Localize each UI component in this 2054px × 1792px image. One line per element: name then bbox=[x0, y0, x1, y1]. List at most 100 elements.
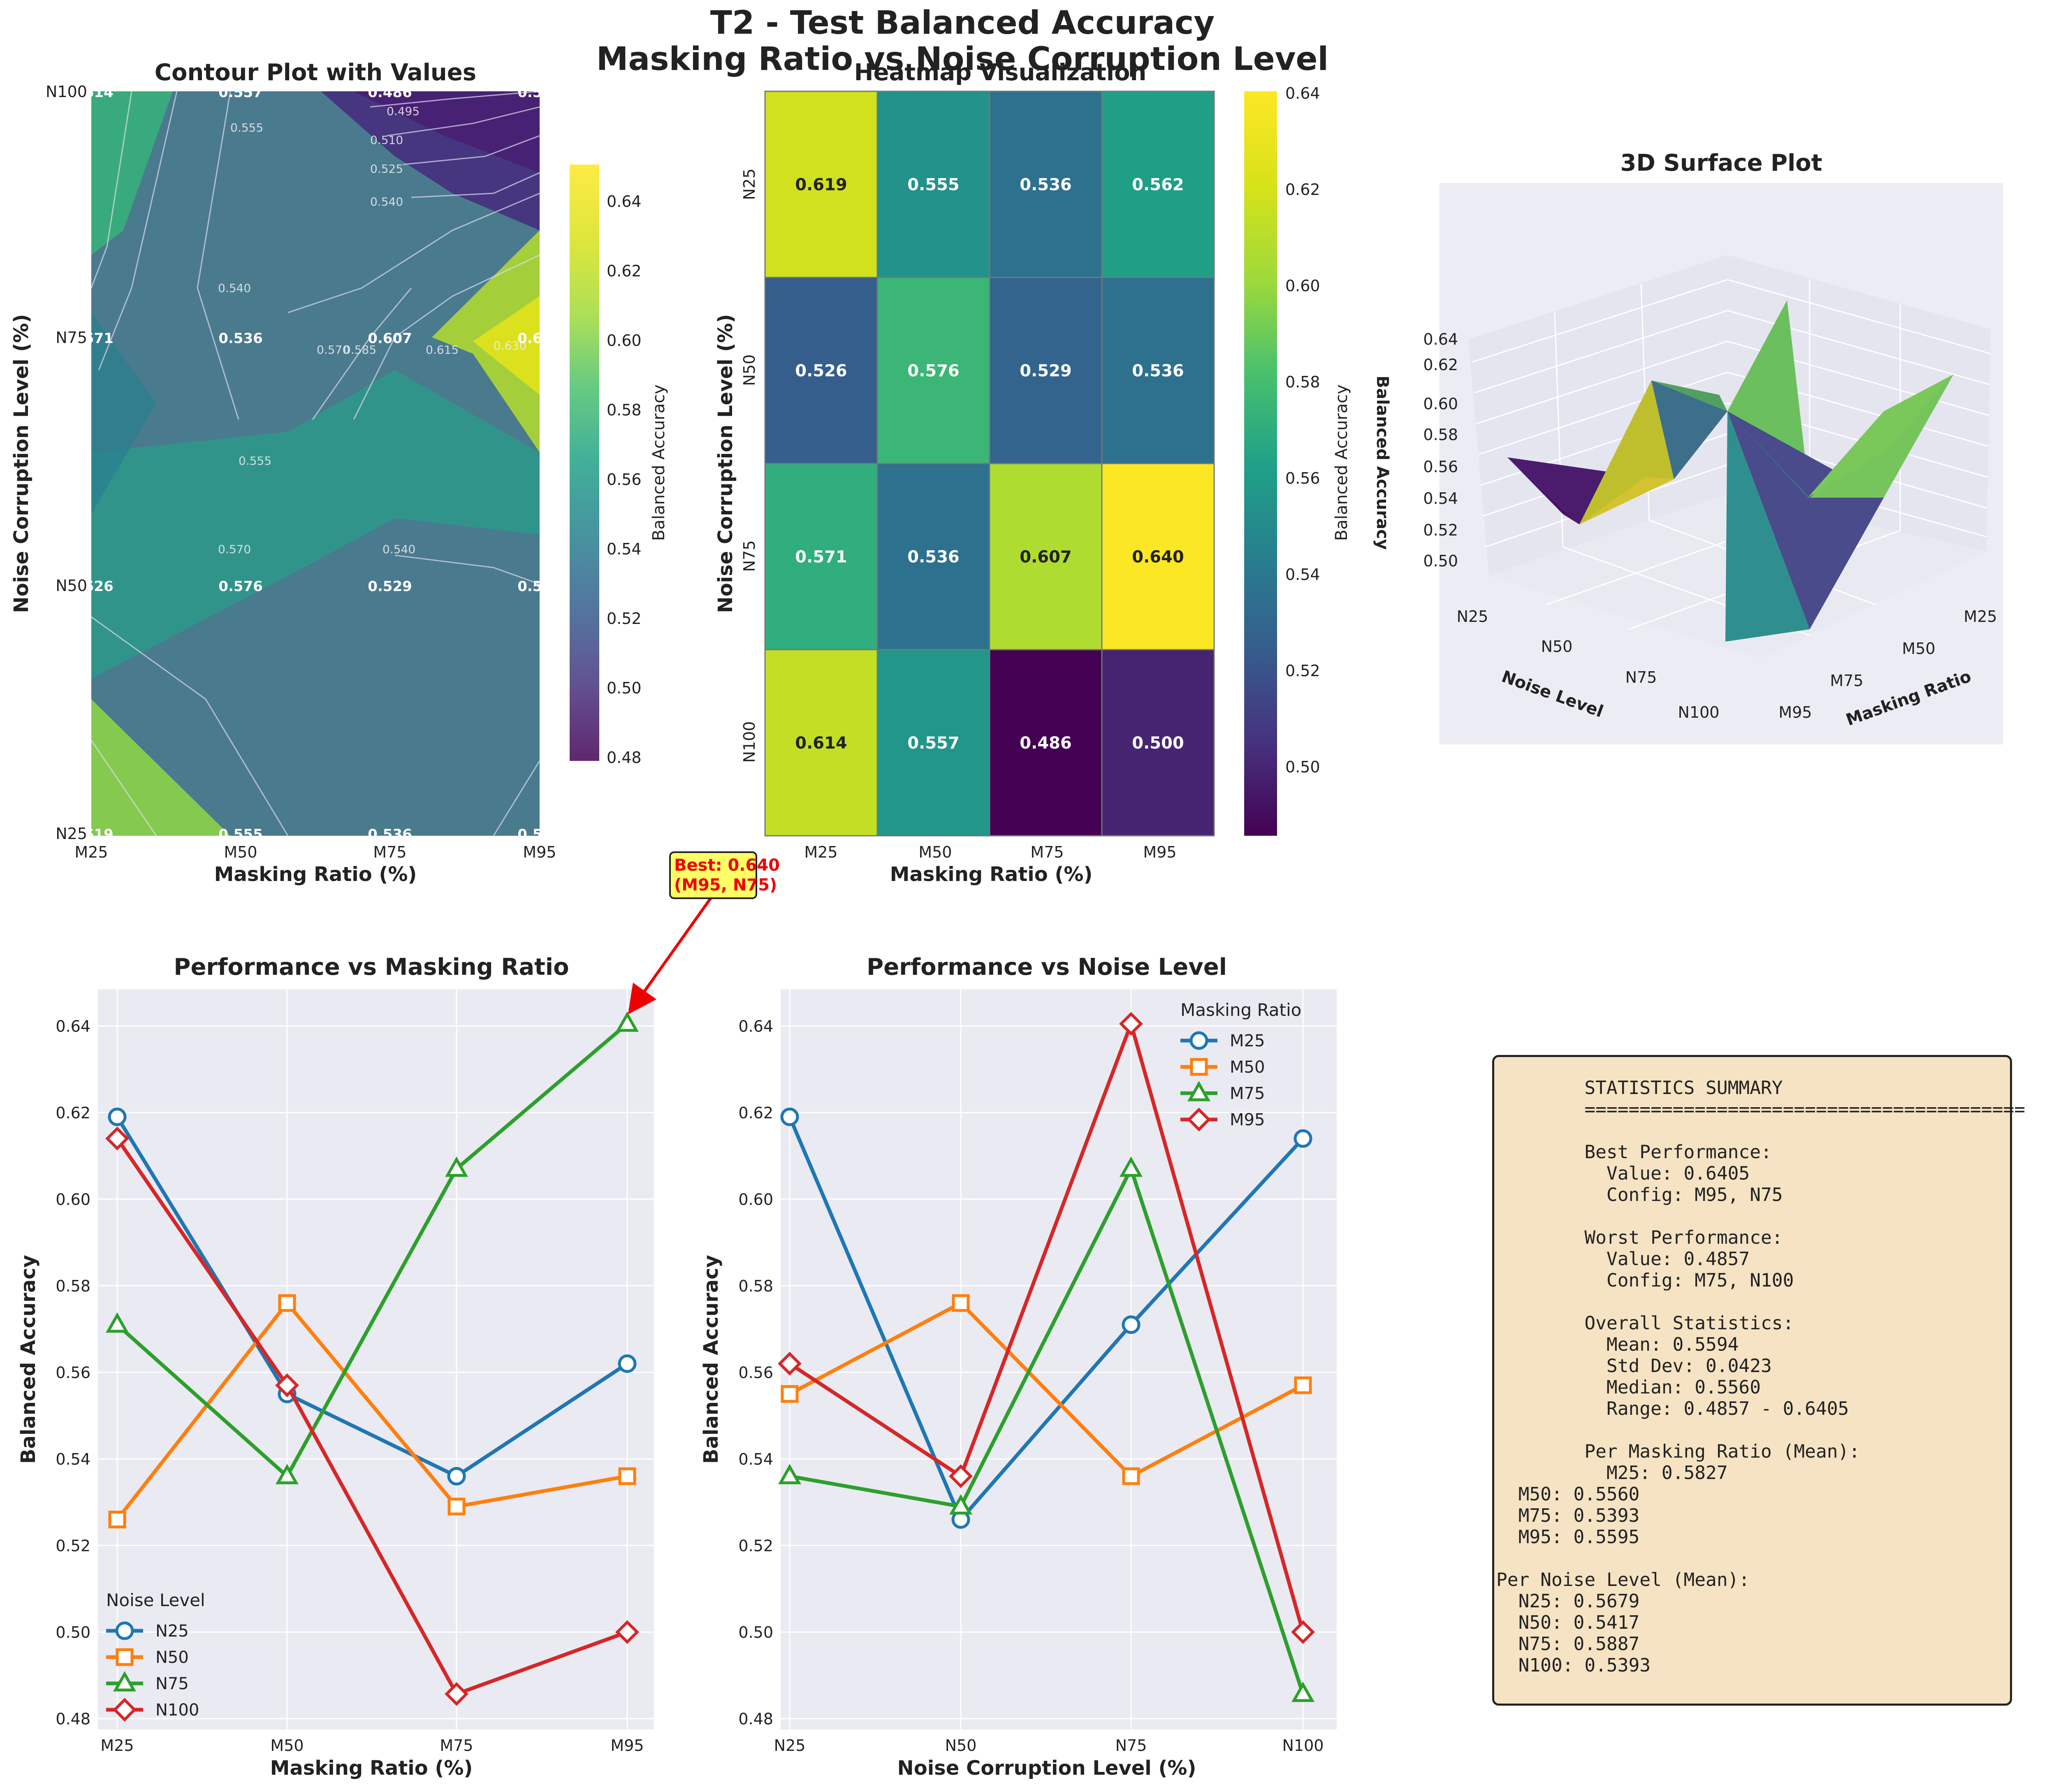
masking-y-label: Balanced Accuracy bbox=[17, 1255, 40, 1464]
y-tick-label: 0.52 bbox=[56, 1537, 90, 1555]
series-line bbox=[788, 1116, 1305, 1521]
colorbar-tick: 0.52 bbox=[607, 610, 642, 628]
noise-series bbox=[778, 1012, 1315, 1702]
z-tick-label: 0.62 bbox=[1423, 356, 1458, 374]
noise-y-ticks: 0.64 0.62 0.60 0.58 0.56 0.54 0.52 0.50 0.48 bbox=[738, 1017, 773, 1728]
contour-label: 0.525 bbox=[370, 162, 403, 176]
data-point-circle bbox=[1122, 1315, 1141, 1334]
legend-label: N75 bbox=[155, 1674, 189, 1693]
contour-band-high-2 bbox=[473, 296, 540, 395]
contour-label: 0.615 bbox=[426, 343, 459, 357]
y-tick-label: N100 bbox=[740, 721, 758, 763]
heatmap-cell-value: 0.536 bbox=[1020, 175, 1072, 194]
data-point-diamond bbox=[105, 1127, 129, 1151]
surface-face bbox=[1808, 374, 1954, 498]
colorbar-tick: 0.60 bbox=[1285, 277, 1320, 295]
legend-title: Masking Ratio bbox=[1180, 1000, 1301, 1020]
statistics-summary-box bbox=[1492, 1055, 2012, 1706]
heatmap-cell bbox=[989, 649, 1103, 837]
y-tick-label: 0.54 bbox=[738, 1450, 773, 1468]
data-point-circle bbox=[108, 1108, 127, 1127]
y-tick-label: 0.58 bbox=[738, 1277, 773, 1295]
y-tick-label: 0.60 bbox=[56, 1191, 90, 1209]
heatmap-cells: 0.619 0.555 0.536 0.562 0.526 0.576 0.529 0.536… bbox=[764, 90, 1215, 837]
x-tick-label: M95 bbox=[523, 843, 556, 861]
heatmap-cell bbox=[876, 649, 990, 837]
contour-title: Contour Plot with Values bbox=[155, 59, 476, 86]
colorbar-tick: 0.64 bbox=[607, 192, 642, 211]
heatmap-cell-value: 0.619 bbox=[795, 175, 847, 194]
heatmap-cell-value: 0.486 bbox=[1020, 734, 1072, 753]
x-tick-label: M50 bbox=[224, 843, 257, 861]
heatmap-cell bbox=[989, 277, 1103, 464]
heatmap-cell-value: 0.576 bbox=[907, 362, 960, 380]
y-tick-label: N25 bbox=[56, 825, 87, 843]
contour-value: 0.619 bbox=[69, 826, 114, 843]
x-tick-label: M75 bbox=[373, 843, 406, 861]
z-tick-label: 0.56 bbox=[1423, 458, 1458, 476]
colorbar-tick: 0.48 bbox=[607, 749, 642, 767]
data-point-triangle bbox=[113, 1671, 136, 1692]
mask-tick-label: M95 bbox=[1778, 703, 1812, 721]
colorbar-tick: 0.60 bbox=[607, 332, 642, 350]
y-tick-label: 0.56 bbox=[738, 1364, 773, 1382]
y-tick-label: 0.60 bbox=[738, 1191, 773, 1209]
heatmap-cell-value: 0.536 bbox=[907, 547, 960, 566]
y-tick-label: N25 bbox=[740, 169, 758, 200]
colorbar-tick: 0.50 bbox=[607, 679, 642, 697]
data-point-diamond bbox=[778, 1352, 802, 1376]
data-point-circle bbox=[780, 1108, 799, 1127]
noise-legend: Masking Ratio M25 M50 M75 M95 bbox=[1180, 1000, 1301, 1131]
data-point-triangle bbox=[1120, 1156, 1143, 1177]
data-point-circle bbox=[1189, 1031, 1208, 1050]
surface-face bbox=[1651, 380, 1727, 479]
best-annotation-line-1: Best: 0.640 bbox=[674, 856, 780, 875]
surface-face bbox=[1651, 380, 1727, 411]
legend-label: N50 bbox=[155, 1648, 189, 1667]
data-point-triangle bbox=[276, 1464, 299, 1484]
contour-value: 0.557 bbox=[218, 84, 263, 101]
contour-colorbar-ticks: 0.64 0.62 0.60 0.58 0.56 0.54 0.52 0.50 … bbox=[607, 192, 642, 767]
data-point-triangle bbox=[616, 1011, 639, 1032]
data-point-triangle bbox=[1187, 1080, 1210, 1101]
z-tick-label: 0.50 bbox=[1423, 552, 1458, 570]
contour-value: 0.614 bbox=[69, 84, 114, 101]
heatmap-cell-value: 0.555 bbox=[907, 175, 960, 194]
heatmap-colorbar bbox=[1244, 91, 1277, 836]
series-line bbox=[788, 1022, 1305, 1633]
surface-face bbox=[1725, 411, 1810, 642]
noise-x-label: Noise Corruption Level (%) bbox=[897, 1757, 1196, 1780]
data-point-diamond bbox=[113, 1698, 137, 1722]
noise-title: Performance vs Noise Level bbox=[867, 954, 1227, 981]
heatmap-cell bbox=[876, 463, 990, 650]
contour-label: 0.510 bbox=[370, 133, 403, 147]
legend-label: M75 bbox=[1230, 1084, 1265, 1103]
data-point-square bbox=[278, 1294, 296, 1312]
y-tick-label: 0.64 bbox=[56, 1017, 90, 1035]
x-tick-label: N50 bbox=[945, 1736, 977, 1755]
y-tick-label: 0.48 bbox=[56, 1710, 90, 1728]
mask-tick-label: M25 bbox=[1964, 607, 1997, 626]
x-tick-label: M75 bbox=[1030, 843, 1064, 861]
contour-value: 0.500 bbox=[517, 84, 562, 101]
y-tick-label: N50 bbox=[740, 355, 758, 386]
data-point-square bbox=[618, 1467, 636, 1485]
contour-label: 0.540 bbox=[383, 542, 415, 556]
contour-label: 0.555 bbox=[230, 121, 263, 134]
contour-label: 0.570 bbox=[218, 542, 251, 556]
data-point-square bbox=[447, 1498, 466, 1516]
heatmap-cell-value: 0.614 bbox=[795, 734, 847, 753]
surface-panel: 3D Surface Plot 0.64 0.62 0.60 0.58 0.56… bbox=[1423, 150, 2003, 744]
data-point-square bbox=[1122, 1467, 1140, 1485]
heatmap-cell bbox=[989, 463, 1103, 650]
z-tick-label: 0.54 bbox=[1423, 489, 1458, 508]
contour-band-left bbox=[91, 313, 156, 514]
contour-value: 0.571 bbox=[69, 330, 114, 347]
contour-y-ticks: N100 N75 N50 N25 bbox=[46, 83, 87, 843]
heatmap-cell bbox=[1101, 463, 1215, 650]
surface-mask-ticks: M25 M50 M75 M95 bbox=[1778, 607, 1997, 721]
heatmap-colorbar-label-outer: Balanced Accuracy bbox=[1373, 376, 1392, 549]
y-tick-label: 0.48 bbox=[738, 1710, 773, 1728]
y-tick-label: 0.50 bbox=[738, 1623, 773, 1641]
y-tick-label: N50 bbox=[56, 577, 87, 595]
